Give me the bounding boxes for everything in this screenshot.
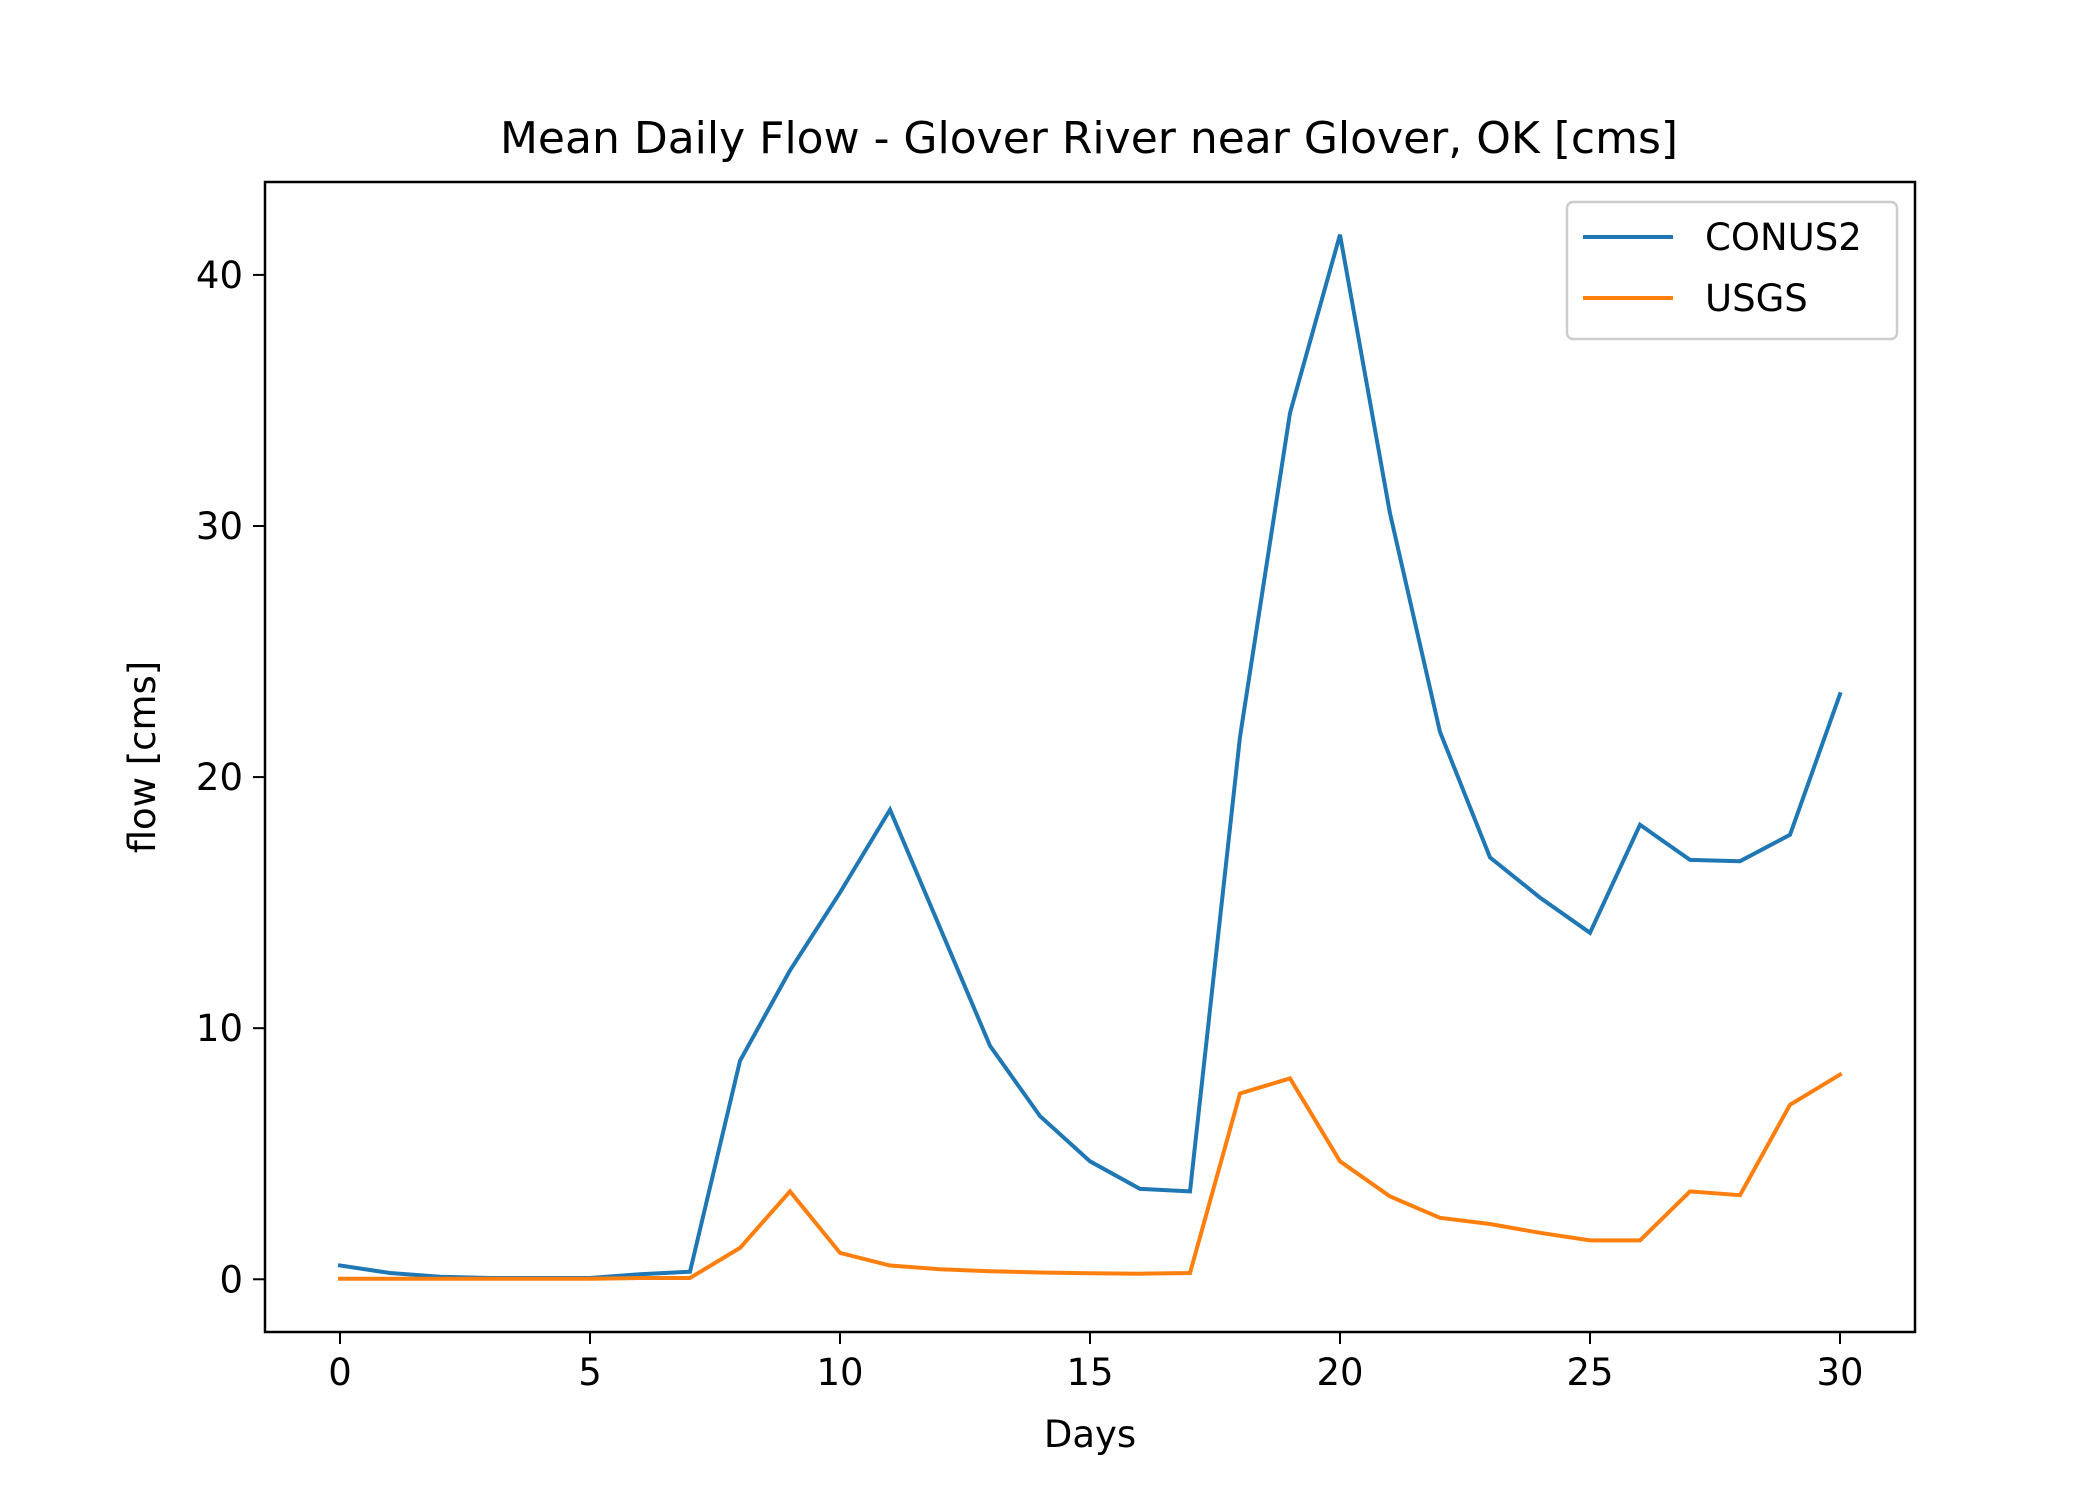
x-tick-label: 0 xyxy=(328,1351,352,1394)
x-tick-label: 25 xyxy=(1566,1351,1613,1394)
series-layer xyxy=(337,234,1843,1281)
series-line-conus2 xyxy=(337,234,1843,1280)
x-tick-label: 15 xyxy=(1066,1351,1113,1394)
y-tick-label: 30 xyxy=(196,505,243,548)
x-axis-label: Days xyxy=(1044,1413,1136,1456)
legend-label: CONUS2 xyxy=(1705,216,1862,259)
x-tick-label: 20 xyxy=(1316,1351,1363,1394)
legend: CONUS2 USGS xyxy=(1565,200,1899,341)
x-tick-label: 30 xyxy=(1816,1351,1863,1394)
x-tick-label: 10 xyxy=(816,1351,863,1394)
y-tick-label: 0 xyxy=(219,1258,243,1301)
series-line-usgs xyxy=(338,1071,1843,1281)
chart-title: Mean Daily Flow - Glover River near Glov… xyxy=(500,113,1678,164)
y-axis-ticks: 0 10 20 30 40 xyxy=(196,254,265,1301)
y-tick-label: 10 xyxy=(196,1007,243,1050)
x-tick-label: 5 xyxy=(578,1351,602,1394)
x-axis-ticks: 0 5 10 15 20 25 30 xyxy=(328,1332,1864,1394)
y-tick-label: 20 xyxy=(196,756,243,799)
y-tick-label: 40 xyxy=(196,254,243,297)
y-axis-label: flow [cms] xyxy=(121,661,164,854)
legend-label: USGS xyxy=(1705,277,1808,320)
